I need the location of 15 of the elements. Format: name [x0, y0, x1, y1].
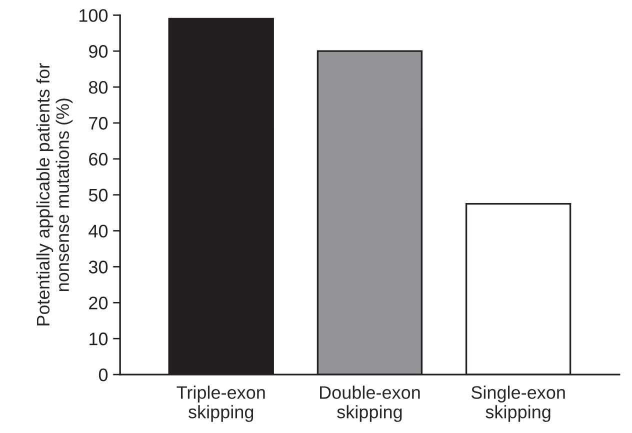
y-tick-label: 20	[89, 296, 108, 310]
y-tick-label: 80	[88, 80, 108, 94]
x-tick-label: Single-exon skipping	[471, 386, 565, 422]
y-tick-label: 30	[88, 260, 108, 274]
y-tick-label: 40	[88, 224, 108, 238]
y-tick-label: 100	[80, 9, 108, 22]
y-tick-label: 70	[89, 116, 108, 130]
y-tick-label: 50	[88, 188, 108, 202]
y-tick-label: 60	[89, 152, 108, 166]
x-tick-label: Double-exon skipping	[320, 386, 420, 422]
x-tick-label: Triple-exon skipping	[176, 386, 265, 422]
y-axis-title: Potentially applicable patients for nonsense mutations (%)	[36, 63, 73, 326]
y-tick-label: 10	[90, 332, 108, 346]
y-tick-label: 90	[89, 45, 108, 58]
y-tick-label: 0	[98, 368, 108, 382]
